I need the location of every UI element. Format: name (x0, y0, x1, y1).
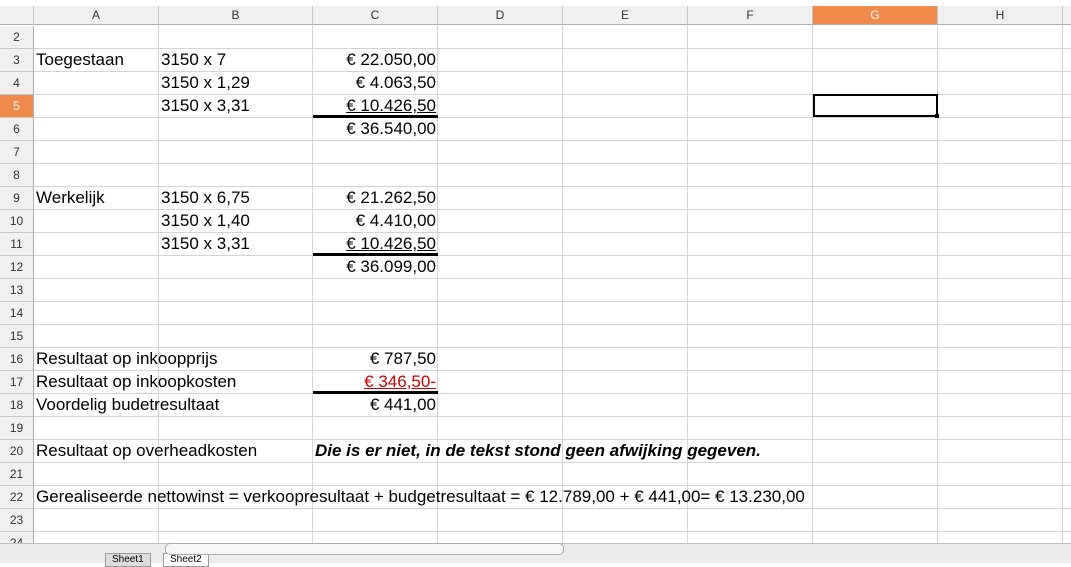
column-header[interactable]: E (563, 6, 688, 25)
cell-text: € 441,00 (369, 395, 436, 414)
row-header[interactable]: 6 (0, 118, 34, 141)
grid-line (34, 48, 1071, 49)
grid-line (34, 186, 1071, 187)
cell-text: € 4.063,50 (355, 73, 436, 92)
horizontal-scrollbar[interactable] (165, 543, 564, 555)
column-header[interactable]: F (688, 6, 813, 25)
grid-line (312, 25, 313, 543)
cell-text: € 21.262,50 (346, 188, 436, 207)
column-header[interactable]: A (34, 6, 159, 25)
row-header[interactable]: 21 (0, 463, 34, 486)
cell-text: Die is er niet, in de tekst stond geen a… (315, 441, 761, 460)
grid-line (34, 278, 1071, 279)
cell-text: € 10.426,50 (346, 234, 436, 253)
cell-text: Resultaat op inkoopprijs (36, 349, 218, 368)
grid-line (34, 301, 1071, 302)
sheet-tab[interactable]: Sheet2 (163, 553, 209, 567)
grid-line (34, 255, 1071, 256)
row-header[interactable]: 17 (0, 371, 34, 394)
cell-text: 3150 x 3,31 (161, 234, 250, 253)
grid-line (34, 117, 1071, 118)
row-header[interactable]: 4 (0, 72, 34, 95)
grid-line (34, 462, 1071, 463)
grid-line (34, 439, 1071, 440)
row-header[interactable]: 18 (0, 394, 34, 417)
cell-text: € 22.050,00 (346, 50, 436, 69)
cell-text: € 787,50 (369, 349, 436, 368)
cell-text: € 4.410,00 (355, 211, 436, 230)
row-header[interactable]: 14 (0, 302, 34, 325)
cell-text: Voordelig budetresultaat (36, 395, 220, 414)
grid-line (34, 163, 1071, 164)
selected-cell[interactable] (813, 94, 938, 117)
row-header[interactable]: 23 (0, 509, 34, 532)
row-header[interactable]: 13 (0, 279, 34, 302)
cell-text: € 36.099,00 (346, 257, 436, 276)
column-header[interactable]: H (938, 6, 1063, 25)
cell-text: 3150 x 7 (161, 50, 227, 69)
row-header[interactable]: 8 (0, 164, 34, 187)
row-header[interactable]: 22 (0, 486, 34, 509)
sheet-tab[interactable]: Sheet1 (105, 553, 151, 567)
row-header[interactable]: 16 (0, 348, 34, 371)
grid-line (34, 508, 1071, 509)
row-header[interactable]: 3 (0, 49, 34, 72)
grid-line (34, 370, 1071, 371)
row-header[interactable]: 9 (0, 187, 34, 210)
column-header[interactable]: D (438, 6, 563, 25)
grid-line (34, 232, 1071, 233)
grid-line (34, 140, 1071, 141)
cell-text: 3150 x 6,75 (161, 188, 250, 207)
grid-line (34, 416, 1071, 417)
row-header[interactable]: 5 (0, 95, 34, 118)
column-header[interactable]: B (159, 6, 313, 25)
grid-line (1062, 25, 1063, 543)
row-header[interactable]: 11 (0, 233, 34, 256)
cell-border (313, 253, 438, 256)
cell-text: Werkelijk (36, 188, 105, 207)
cell-text: Resultaat op overheadkosten (36, 441, 258, 460)
grid-line (562, 25, 563, 543)
row-header[interactable]: 7 (0, 141, 34, 164)
cell-text: 3150 x 3,31 (161, 96, 250, 115)
cell-text: € 346,50- (364, 372, 436, 391)
row-header[interactable]: 2 (0, 26, 34, 49)
grid-line (687, 25, 688, 543)
grid-line (34, 71, 1071, 72)
cell-text: 3150 x 1,29 (161, 73, 250, 92)
grid-line (34, 485, 1071, 486)
column-header[interactable]: G (813, 6, 938, 25)
grid-line (34, 324, 1071, 325)
grid-line (937, 25, 938, 543)
fill-handle (935, 114, 939, 118)
grid-line (437, 25, 438, 543)
row-header[interactable]: 19 (0, 417, 34, 440)
grid-line (34, 94, 1071, 95)
cell-text: Resultaat op inkoopkosten (36, 372, 237, 391)
grid-line (158, 25, 159, 543)
cell-text: Toegestaan (36, 50, 124, 69)
cell-text: 3150 x 1,40 (161, 211, 250, 230)
grid-line (34, 347, 1071, 348)
column-header[interactable]: C (313, 6, 438, 25)
cell-border (313, 391, 438, 394)
grid-line (34, 393, 1071, 394)
corner (0, 6, 34, 25)
grid-line (812, 25, 813, 543)
grid-line (34, 209, 1071, 210)
row-header[interactable]: 15 (0, 325, 34, 348)
row-header[interactable]: 10 (0, 210, 34, 233)
grid-line (34, 531, 1071, 532)
cell-text: € 10.426,50 (346, 96, 436, 115)
row-header[interactable]: 12 (0, 256, 34, 279)
column-header (1063, 6, 1071, 25)
cell-text: € 36.540,00 (346, 119, 436, 138)
cell-text: Gerealiseerde nettowinst = verkoopresult… (36, 487, 805, 506)
row-header[interactable]: 20 (0, 440, 34, 463)
cell-border (313, 115, 438, 118)
